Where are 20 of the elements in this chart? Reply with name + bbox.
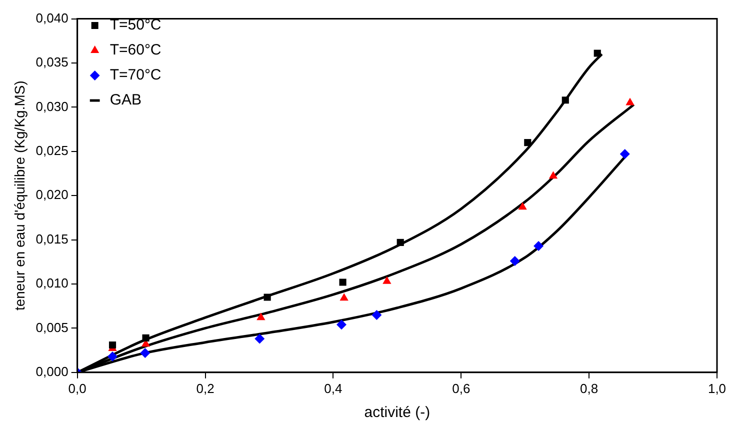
y-tick-label: 0,035	[36, 54, 68, 70]
y-tick-label: 0,025	[36, 142, 68, 158]
y-tick-label: 0,015	[36, 231, 68, 246]
y-tick-label: 0,040	[36, 10, 68, 26]
x-tick-label: 1,0	[708, 380, 726, 396]
x-tick-label: 0,0	[68, 380, 86, 396]
x-tick-label: 0,6	[452, 380, 470, 396]
x-tick-label: 0,4	[324, 380, 342, 396]
legend-label: GAB	[110, 92, 142, 109]
x-tick-label: 0,2	[196, 380, 214, 396]
y-tick-label: 0,005	[36, 320, 68, 335]
x-axis-title: activité (-)	[364, 404, 430, 422]
y-tick-label: 0,000	[36, 364, 68, 379]
y-tick-label: 0,030	[36, 98, 68, 114]
legend-label: T=60°C	[110, 42, 162, 59]
legend-label: T=70°C	[110, 66, 162, 84]
y-axis-title: teneur en eau d'équilibre (Kg/Kg.MS)	[11, 80, 28, 311]
y-tick-label: 0,020	[36, 187, 68, 202]
x-tick-label: 0,8	[580, 380, 598, 396]
y-tick-label: 0,010	[36, 276, 68, 291]
